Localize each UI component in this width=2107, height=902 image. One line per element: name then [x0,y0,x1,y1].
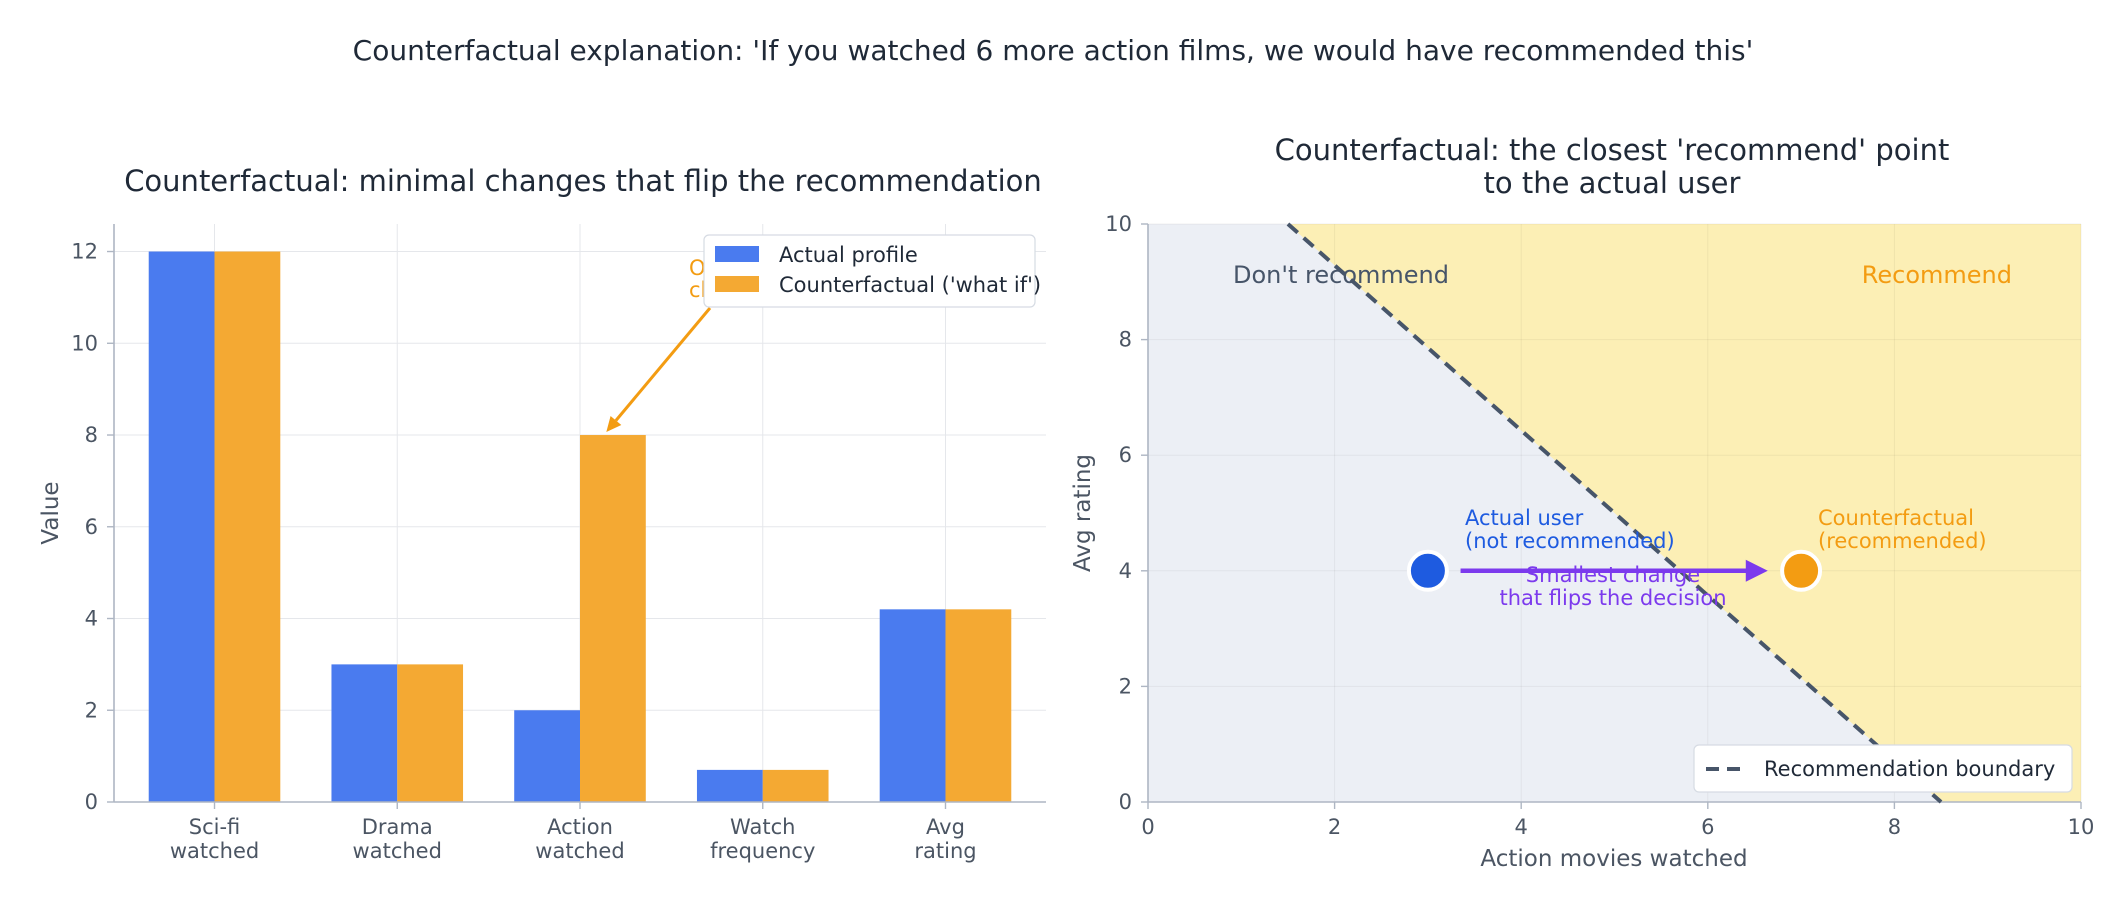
legend-label-actual: Actual profile [779,243,918,267]
bar-chart-legend: Actual profile Counterfactual ('what if'… [703,234,1041,308]
bar-x-tick-label: Action [547,815,613,839]
bar-chart-x-ticks: Sci-fiwatchedDramawatchedActionwatchedWa… [170,802,977,863]
legend-label-boundary: Recommendation boundary [1764,757,2055,781]
decision-plot-y-ticks: 0 2 4 6 8 10 [1105,212,1148,814]
bar-actual [331,664,398,802]
bar-y-tick-label: 10 [71,331,98,355]
decision-plot-title-line1: Counterfactual: the closest 'recommend' … [1275,133,1950,167]
counterfactual-label-line1: Counterfactual [1818,506,1974,530]
bar-x-tick-label: rating [914,839,976,863]
region-label-recommend: Recommend [1862,261,2012,289]
legend-label-counterfactual: Counterfactual ('what if') [779,273,1041,297]
decision-x-tick-label: 2 [1328,815,1341,839]
bar-x-tick-label: watched [535,839,624,863]
bar-y-tick-label: 2 [85,698,98,722]
bar-annotation-line1: O [689,256,706,280]
decision-plot-panel: Counterfactual: the closest 'recommend' … [1070,133,2094,872]
bar-counterfactual [214,251,281,802]
bar-annotation-arrowhead [606,416,622,433]
bar-x-tick-label: frequency [710,839,815,863]
smallest-change-arrowhead [1745,559,1768,582]
decision-y-tick-label: 6 [1119,443,1132,467]
bar-actual [696,769,763,802]
bar-y-tick-label: 6 [85,515,98,539]
decision-y-tick-label: 4 [1119,559,1132,583]
actual-user-label-line2: (not recommended) [1465,529,1675,553]
decision-x-tick-label: 4 [1515,815,1528,839]
decision-plot-ylabel: Avg rating [1070,454,1096,572]
bar-chart-y-ticks: 0 2 4 6 8 10 12 [71,240,114,814]
actual-user-point [1406,549,1449,592]
recommend-region [1287,224,2081,802]
decision-x-tick-label: 0 [1141,815,1154,839]
counterfactual-point [1780,549,1823,592]
region-label-dont-recommend: Don't recommend [1233,261,1449,289]
legend-swatch-actual [715,246,759,262]
bar-chart-bars [148,251,1012,802]
bar-counterfactual [580,435,646,802]
bar-chart-panel: Counterfactual: minimal changes that fli… [38,164,1046,863]
bar-y-tick-label: 8 [85,423,98,447]
counterfactual-label-line2: (recommended) [1818,529,1987,553]
actual-user-label-line1: Actual user [1465,506,1584,530]
decision-y-tick-label: 0 [1119,790,1132,814]
arrow-label-line2: that flips the decision [1499,586,1726,610]
decision-x-tick-label: 6 [1701,815,1714,839]
bar-actual [879,609,946,802]
bar-counterfactual [945,609,1012,802]
decision-y-tick-label: 2 [1119,674,1132,698]
bar-actual [514,710,580,802]
legend-swatch-counterfactual [715,276,759,292]
figure-suptitle: Counterfactual explanation: 'If you watc… [353,34,1754,67]
bar-x-tick-label: Drama [362,815,433,839]
bar-actual [148,251,215,802]
bar-counterfactual [762,769,829,802]
bar-annotation-arrow [614,307,712,422]
decision-plot-xlabel: Action movies watched [1480,846,1747,872]
decision-y-tick-label: 8 [1119,328,1132,352]
decision-y-tick-label: 10 [1105,212,1132,236]
bar-x-tick-label: Avg [926,815,965,839]
decision-plot-title-line2: to the actual user [1484,166,1741,200]
recommendation-boundary-line [1286,222,1943,804]
decision-plot-x-ticks: 0 2 4 6 8 10 [1141,802,2094,839]
bar-chart-title: Counterfactual: minimal changes that fli… [124,164,1042,198]
bar-counterfactual [397,664,464,802]
decision-regions [1148,224,2081,802]
bar-x-tick-label: watched [353,839,442,863]
bar-x-tick-label: Watch [730,815,795,839]
bar-y-tick-label: 4 [85,607,98,631]
decision-x-tick-label: 10 [2068,815,2095,839]
decision-x-tick-label: 8 [1888,815,1901,839]
bar-chart-ylabel: Value [38,481,64,544]
bar-y-tick-label: 0 [85,790,98,814]
bar-x-tick-label: watched [170,839,259,863]
bar-x-tick-label: Sci-fi [189,815,241,839]
bar-y-tick-label: 12 [71,240,98,264]
arrow-label-line1: Smallest change [1526,563,1700,587]
decision-plot-legend: Recommendation boundary [1693,744,2073,793]
